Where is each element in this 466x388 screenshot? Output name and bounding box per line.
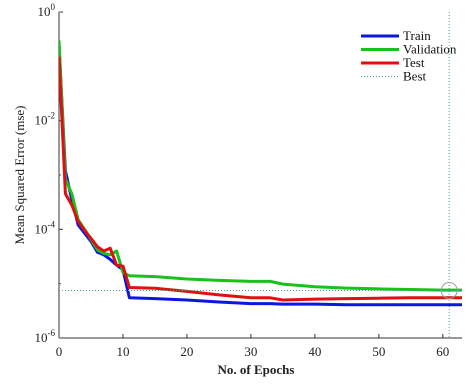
x-tick-label: 10	[116, 344, 129, 359]
x-tick-label: 0	[56, 344, 63, 359]
best-point-marker	[440, 281, 458, 299]
x-tick-label: 50	[372, 344, 385, 359]
series-line-validation	[59, 40, 462, 292]
y-axis-label: Mean Squared Error (mse)	[12, 106, 27, 245]
legend-label-test: Test	[403, 55, 425, 70]
x-tick-label: 40	[308, 344, 321, 359]
legend-label-validation: Validation	[403, 42, 457, 57]
x-axis-label: No. of Epochs	[218, 362, 295, 377]
y-tick-label: 100	[38, 2, 56, 19]
y-tick-label: 10-6	[35, 328, 56, 345]
y-tick-label: 10-4	[35, 219, 56, 236]
x-tick-label: 30	[244, 344, 257, 359]
series-line-test	[59, 56, 462, 302]
legend-label-best: Best	[403, 69, 427, 84]
x-tick-label: 20	[180, 344, 193, 359]
legend-label-train: Train	[403, 28, 431, 43]
chart-plot-area	[59, 12, 462, 338]
x-tick-label: 60	[436, 344, 449, 359]
y-tick-label: 10-2	[35, 111, 56, 128]
series-line-train	[59, 44, 462, 307]
